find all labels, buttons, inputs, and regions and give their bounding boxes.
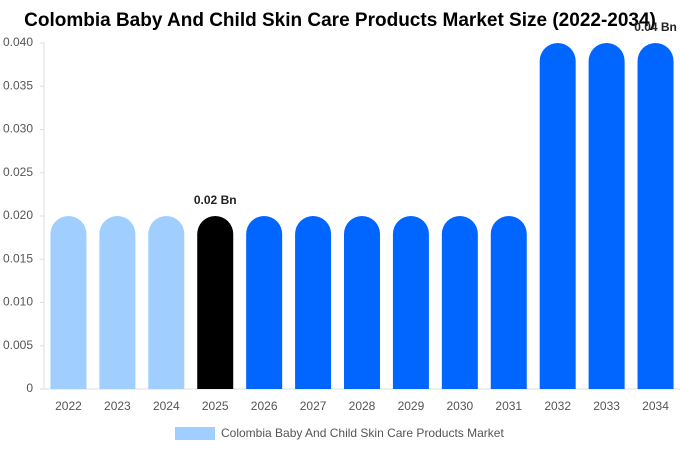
legend-label: Colombia Baby And Child Skin Care Produc… — [221, 426, 504, 440]
bar — [637, 43, 674, 389]
x-tick-label: 2029 — [398, 399, 425, 413]
value-label: 0.02 Bn — [194, 193, 237, 207]
x-tick-label: 2024 — [153, 399, 180, 413]
x-tick-label: 2032 — [544, 399, 571, 413]
x-tick-label: 2031 — [495, 399, 522, 413]
bar — [50, 216, 87, 389]
legend-swatch — [175, 427, 215, 440]
y-tick-label: 0 — [26, 381, 33, 395]
bar — [588, 43, 625, 389]
y-tick-label: 0.025 — [3, 165, 33, 179]
bar — [490, 216, 527, 389]
x-tick-label: 2028 — [349, 399, 376, 413]
y-tick-label: 0.020 — [3, 208, 33, 222]
bar — [246, 216, 283, 389]
y-tick-label: 0.040 — [3, 35, 33, 49]
y-tick-label: 0.010 — [3, 295, 33, 309]
x-tick-label: 2030 — [446, 399, 473, 413]
x-tick-label: 2034 — [642, 399, 669, 413]
bar — [197, 216, 234, 389]
bar — [344, 216, 380, 389]
bar — [392, 216, 429, 389]
bar — [99, 216, 136, 389]
bar — [295, 216, 332, 389]
bar — [539, 43, 576, 389]
chart-title: Colombia Baby And Child Skin Care Produc… — [24, 10, 656, 31]
x-tick-label: 2025 — [202, 399, 229, 413]
value-label: 0.04 Bn — [634, 20, 677, 34]
y-tick-label: 0.030 — [3, 122, 33, 136]
x-tick-label: 2022 — [55, 399, 82, 413]
y-tick-label: 0.035 — [3, 78, 33, 92]
x-tick-label: 2027 — [300, 399, 327, 413]
y-tick-label: 0.005 — [3, 338, 33, 352]
x-tick-label: 2023 — [104, 399, 131, 413]
bar — [441, 216, 478, 389]
x-tick-label: 2033 — [593, 399, 620, 413]
y-tick-label: 0.015 — [3, 251, 33, 265]
x-tick-label: 2026 — [251, 399, 278, 413]
bar — [148, 216, 185, 389]
